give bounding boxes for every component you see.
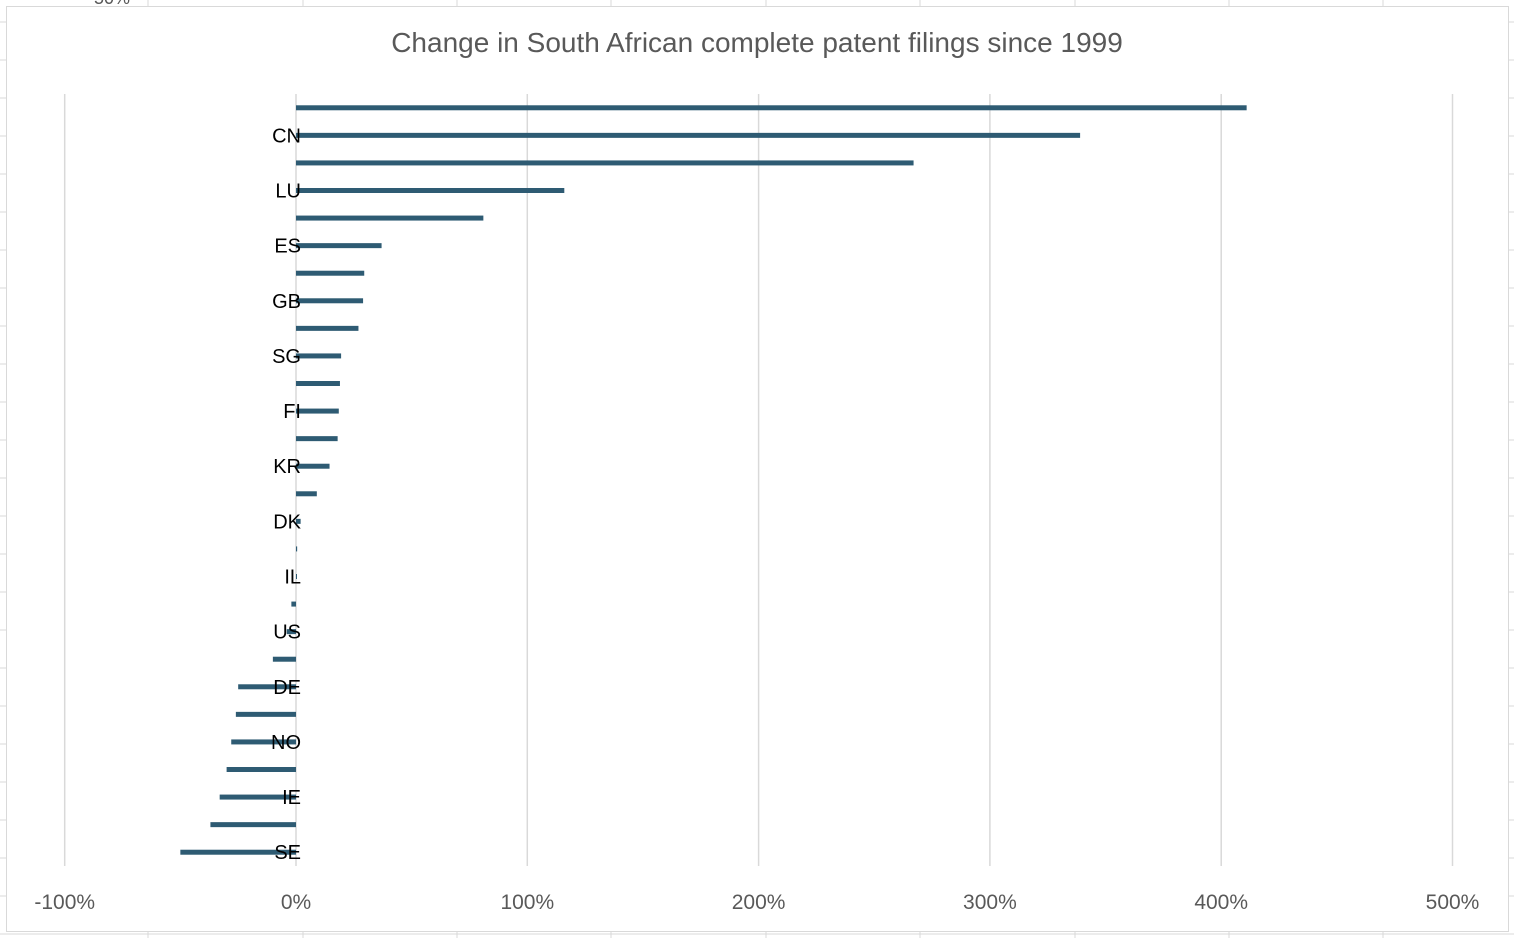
bar xyxy=(296,215,484,221)
bar xyxy=(296,270,365,276)
category-label: SG xyxy=(272,346,301,368)
x-tick-label: 300% xyxy=(963,891,1017,914)
bar xyxy=(296,325,359,331)
x-tick-label: -100% xyxy=(34,891,95,914)
x-tick-label: 500% xyxy=(1426,891,1480,914)
bar xyxy=(296,574,297,579)
category-label: IE xyxy=(282,787,301,809)
category-label: DK xyxy=(273,511,301,533)
category-label: DE xyxy=(273,677,301,699)
bar xyxy=(238,684,296,690)
spreadsheet-cell-text: -50% xyxy=(88,0,130,9)
bar xyxy=(219,794,296,800)
bar xyxy=(296,491,317,497)
x-tick-label: 400% xyxy=(1194,891,1248,914)
bar xyxy=(296,353,342,359)
category-label: GB xyxy=(272,291,301,313)
bar xyxy=(180,849,296,855)
category-label: LU xyxy=(275,181,301,203)
bar xyxy=(296,546,298,552)
bar xyxy=(235,711,296,717)
bar xyxy=(296,408,339,414)
chart-area[interactable] xyxy=(6,6,1509,932)
category-label: CN xyxy=(272,125,301,147)
bar xyxy=(296,298,364,304)
bar xyxy=(291,601,296,607)
bar xyxy=(296,436,338,442)
bar xyxy=(286,629,296,635)
bar xyxy=(296,381,340,386)
bar xyxy=(296,188,565,193)
bar xyxy=(210,822,296,828)
category-label: ES xyxy=(274,236,301,258)
bar xyxy=(296,243,382,249)
category-label: SE xyxy=(274,842,301,864)
category-label: IL xyxy=(284,567,301,589)
bar xyxy=(231,739,296,745)
chart-title: Change in South African complete patent … xyxy=(391,27,1123,58)
category-label: KR xyxy=(273,456,301,478)
bar xyxy=(296,518,301,524)
category-label: US xyxy=(273,622,301,644)
x-tick-label: 100% xyxy=(500,891,554,914)
bar xyxy=(296,160,914,166)
x-tick-label: 0% xyxy=(281,891,311,914)
bar xyxy=(272,656,296,662)
bar xyxy=(296,105,1247,111)
bar xyxy=(296,132,1081,138)
bar xyxy=(226,767,296,772)
category-label: FI xyxy=(283,401,301,423)
bar xyxy=(296,463,330,469)
x-tick-label: 200% xyxy=(732,891,786,914)
category-label: NO xyxy=(271,732,301,754)
